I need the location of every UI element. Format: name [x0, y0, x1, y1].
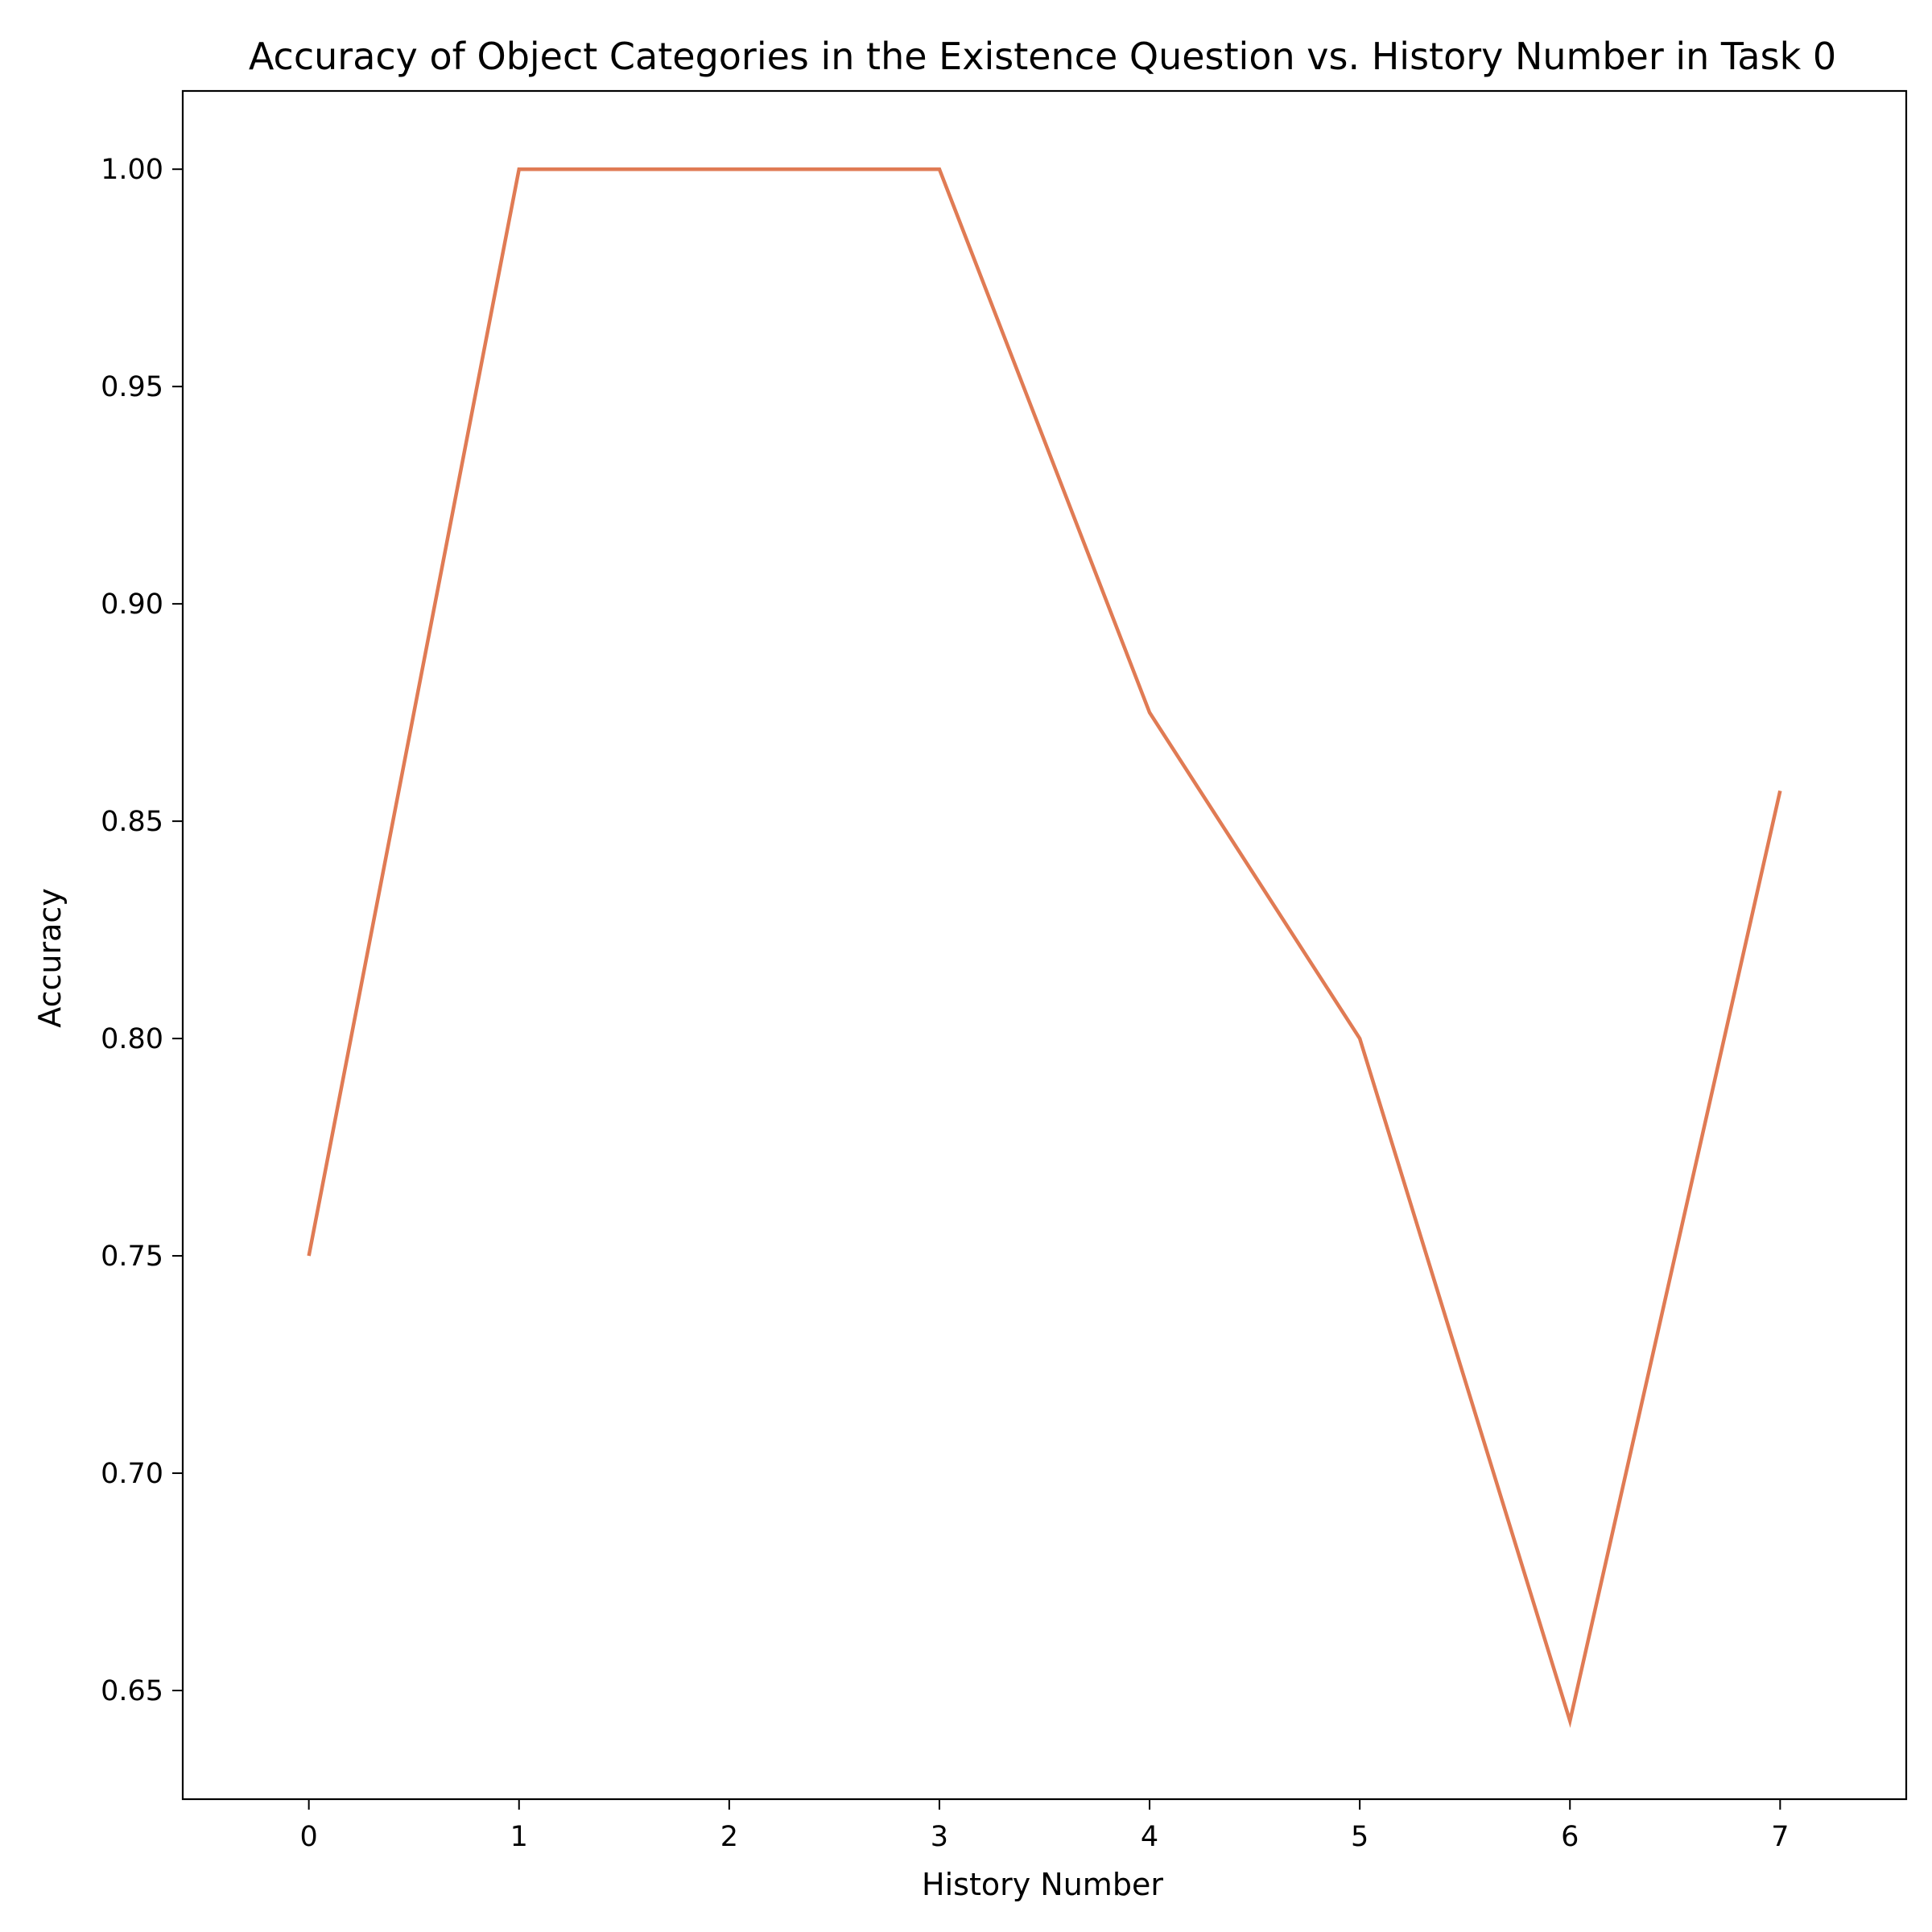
y-tick-label: 0.80 [101, 1023, 163, 1055]
y-tick-label: 1.00 [101, 154, 163, 186]
y-tick-label: 0.90 [101, 588, 163, 621]
chart-title: Accuracy of Object Categories in the Exi… [249, 35, 1836, 78]
y-axis-ticks: 0.65 0.70 0.75 0.80 0.85 0.90 0.95 1.00 [101, 154, 183, 1707]
x-axis-label: History Number [922, 1867, 1163, 1902]
y-tick-label: 0.65 [101, 1675, 163, 1707]
series-layer [307, 167, 1782, 1728]
y-tick-label: 0.95 [101, 371, 163, 403]
x-tick-label: 1 [510, 1821, 528, 1853]
x-tick-label: 2 [720, 1821, 738, 1853]
plot-area [181, 89, 1908, 1801]
x-tick-label: 5 [1351, 1821, 1368, 1853]
x-tick-label: 3 [931, 1821, 948, 1853]
series-line [307, 167, 1782, 1728]
x-tick-label: 7 [1771, 1821, 1789, 1853]
x-tick-label: 4 [1141, 1821, 1158, 1853]
y-tick-label: 0.70 [101, 1458, 163, 1490]
plot-frame [181, 89, 1908, 1801]
x-axis-ticks: 0 1 2 3 4 5 6 7 [300, 1799, 1789, 1853]
x-tick-label: 6 [1561, 1821, 1579, 1853]
x-tick-label: 0 [300, 1821, 318, 1853]
y-tick-label: 0.85 [101, 806, 163, 838]
y-tick-label: 0.75 [101, 1241, 163, 1273]
y-axis-label: Accuracy [32, 888, 68, 1028]
